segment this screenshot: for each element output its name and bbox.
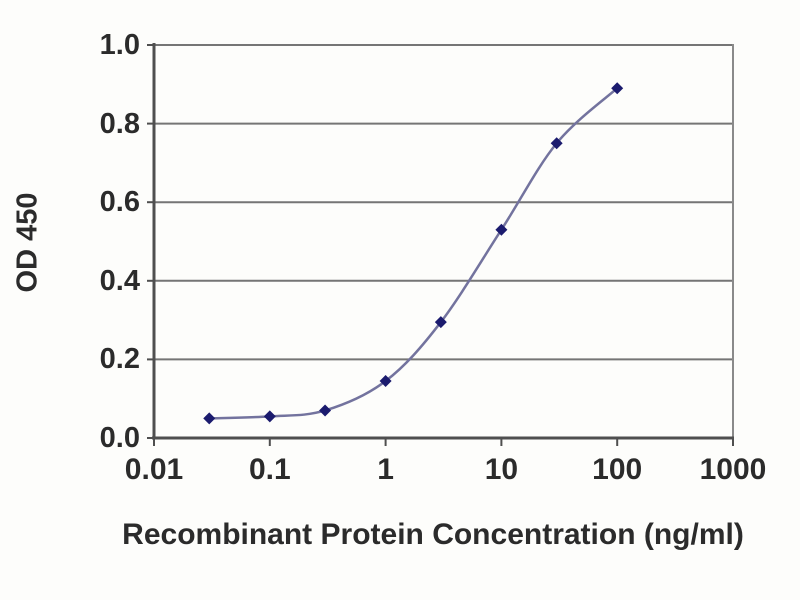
y-tick-label: 0.2	[99, 343, 140, 376]
x-tick-label: 100	[592, 453, 643, 486]
x-tick-label: 1000	[699, 453, 767, 486]
x-tick-label: 0.01	[124, 453, 184, 486]
data-point-marker	[434, 316, 447, 329]
data-point-marker	[495, 223, 508, 236]
x-axis-title: Recombinant Protein Concentration (ng/ml…	[122, 518, 744, 551]
data-point-marker	[319, 404, 332, 417]
y-tick-label: 0.8	[99, 107, 140, 140]
data-point-marker	[263, 410, 276, 423]
x-tick-label: 1	[377, 453, 394, 486]
y-tick-label: 0.6	[99, 186, 140, 219]
series-line	[209, 87, 619, 420]
y-tick-label: 0.0	[99, 422, 140, 454]
y-axis-title: OD 450	[11, 192, 44, 293]
x-tick-label: 10	[484, 453, 519, 486]
x-tick-label: 0.1	[248, 453, 291, 486]
data-point-marker	[203, 412, 216, 425]
data-point-marker	[611, 82, 624, 95]
y-tick-label: 1.0	[99, 29, 140, 61]
y-tick-label: 0.4	[99, 264, 140, 297]
data-point-marker	[550, 137, 563, 150]
data-point-marker	[379, 375, 392, 388]
